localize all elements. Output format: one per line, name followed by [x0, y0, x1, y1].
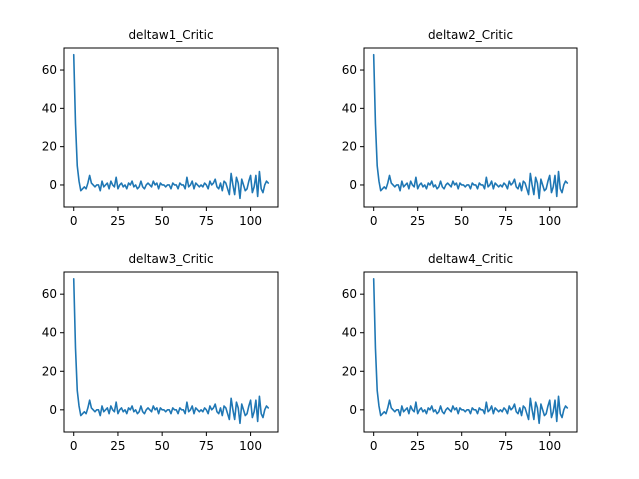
x-tick-label: 50	[454, 214, 469, 228]
y-tick-label: 40	[42, 101, 57, 115]
x-tick-label: 25	[410, 214, 425, 228]
subplot-deltaw1-critic: deltaw1_Critic 0 25 50 75 100 0 20 40 60	[42, 28, 279, 228]
x-tick-label: 0	[370, 214, 378, 228]
subplot-title: deltaw4_Critic	[428, 252, 513, 266]
x-tick-label: 75	[498, 214, 513, 228]
x-tick-label: 50	[155, 214, 170, 228]
y-tick-label: 60	[42, 63, 57, 77]
axes-frame	[63, 271, 279, 433]
series-line	[372, 53, 569, 200]
x-tick-label: 25	[110, 214, 125, 228]
series-line	[72, 277, 270, 425]
axes-frame	[363, 271, 578, 433]
x-tick-label: 100	[538, 439, 561, 453]
x-tick-label: 0	[370, 439, 378, 453]
x-tick-label: 0	[70, 214, 78, 228]
x-tick-label: 0	[70, 439, 78, 453]
x-tick-label: 50	[454, 439, 469, 453]
y-tick-label: 40	[42, 326, 57, 340]
y-tick-label: 0	[349, 403, 357, 417]
x-tick-label: 100	[239, 439, 262, 453]
x-tick-label: 25	[410, 439, 425, 453]
y-tick-label: 20	[42, 364, 57, 378]
series-line	[72, 53, 270, 200]
subplot-title: deltaw3_Critic	[128, 252, 213, 266]
subplot-title: deltaw2_Critic	[428, 28, 513, 42]
series-line	[372, 277, 569, 425]
x-tick-label: 100	[538, 214, 561, 228]
axes-frame	[63, 47, 279, 208]
y-tick-label: 0	[349, 178, 357, 192]
x-tick-label: 100	[239, 214, 262, 228]
x-tick-label: 75	[199, 214, 214, 228]
y-tick-label: 0	[49, 403, 57, 417]
x-tick-label: 50	[155, 439, 170, 453]
x-tick-label: 75	[498, 439, 513, 453]
y-tick-label: 40	[342, 101, 357, 115]
y-tick-label: 20	[342, 140, 357, 154]
subplot-deltaw3-critic: deltaw3_Critic 0 25 50 75 100 0 20 40 60	[42, 252, 279, 453]
y-tick-label: 0	[49, 178, 57, 192]
subplot-deltaw2-critic: deltaw2_Critic 0 25 50 75 100 0 20 40 60	[342, 28, 578, 228]
subplot-deltaw4-critic: deltaw4_Critic 0 25 50 75 100 0 20 40 60	[342, 252, 578, 453]
y-tick-label: 60	[342, 287, 357, 301]
y-tick-label: 40	[342, 326, 357, 340]
x-tick-label: 75	[199, 439, 214, 453]
y-tick-label: 20	[42, 140, 57, 154]
subplot-title: deltaw1_Critic	[128, 28, 213, 42]
axes-frame	[363, 47, 578, 208]
y-tick-label: 20	[342, 364, 357, 378]
x-tick-label: 25	[110, 439, 125, 453]
y-tick-label: 60	[342, 63, 357, 77]
y-tick-label: 60	[42, 287, 57, 301]
